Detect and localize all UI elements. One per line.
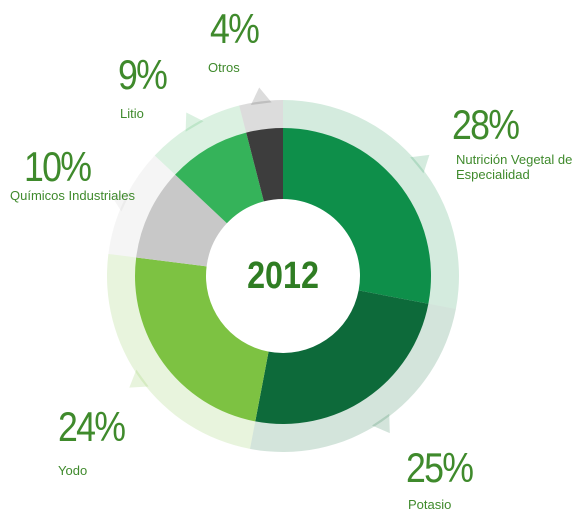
slice — [283, 128, 431, 304]
halo — [283, 100, 459, 309]
category-label: Otros — [208, 60, 240, 75]
category-label: Nutrición Vegetal de Especialidad — [456, 152, 573, 182]
halo — [154, 105, 247, 177]
slice — [136, 174, 227, 267]
halo-arrow — [410, 154, 430, 174]
slice — [246, 128, 283, 202]
value-label: 28% — [452, 101, 520, 148]
halo-arrow — [185, 112, 204, 132]
slice — [175, 132, 264, 224]
halo — [239, 100, 283, 135]
category-label: Litio — [120, 106, 144, 121]
halo-arrow — [250, 87, 272, 105]
value-label: 24% — [58, 403, 126, 450]
halo-arrow — [111, 192, 131, 212]
category-label: Yodo — [58, 463, 88, 478]
value-label: 10% — [24, 143, 92, 190]
slice — [255, 290, 429, 424]
halo — [108, 155, 177, 258]
halo-arrow — [129, 369, 149, 388]
category-label: Potasio — [408, 497, 452, 512]
center-label: 2012 — [247, 255, 319, 297]
halo — [250, 303, 456, 452]
category-label: Químicos Industriales — [10, 188, 135, 203]
slice — [135, 257, 269, 422]
halo-arrow — [371, 413, 390, 434]
value-label: 25% — [406, 444, 474, 491]
halo — [106, 253, 256, 449]
value-label: 4% — [210, 5, 260, 52]
value-label: 9% — [118, 51, 168, 98]
